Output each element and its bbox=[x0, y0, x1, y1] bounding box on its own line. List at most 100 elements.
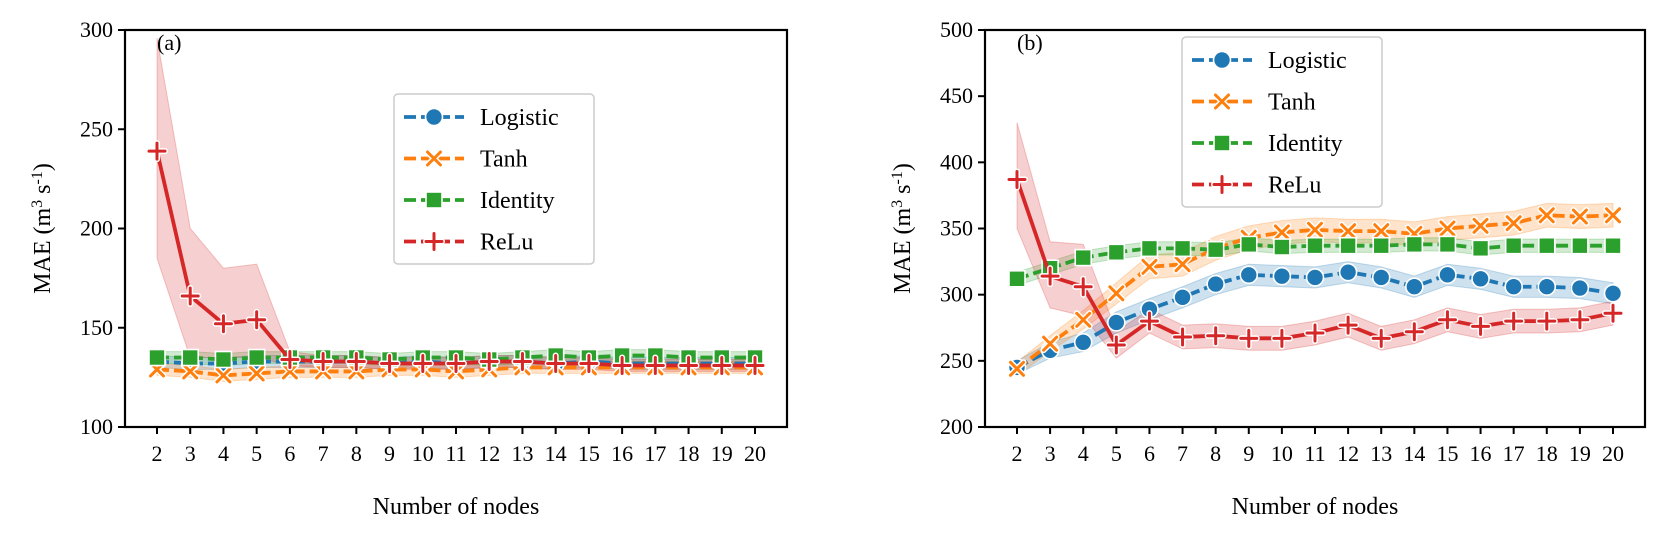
data-point-tanh-5 bbox=[247, 363, 267, 383]
legend-label-identity: Identity bbox=[480, 188, 555, 214]
legend-label-logistic: Logistic bbox=[480, 105, 559, 131]
data-point-relu-10 bbox=[411, 352, 434, 375]
legend-item-identity: Identity bbox=[404, 188, 555, 214]
y-axis-title-part: MAE (m bbox=[890, 208, 916, 294]
data-point-relu-17 bbox=[644, 354, 667, 377]
legend-label-tanh: Tanh bbox=[1268, 90, 1316, 116]
plot-area bbox=[1006, 122, 1624, 379]
x-tick-label: 10 bbox=[1271, 441, 1293, 466]
x-tick-label: 19 bbox=[711, 441, 733, 466]
x-tick-label: 8 bbox=[1210, 441, 1221, 466]
data-point-relu-6 bbox=[278, 348, 301, 371]
y-axis-title: MAE (m3 s-1) bbox=[29, 163, 57, 294]
marker-stroke bbox=[1273, 224, 1290, 241]
y-tick-label: 150 bbox=[80, 315, 113, 340]
x-tick-label: 15 bbox=[578, 441, 600, 466]
x-tick-label: 17 bbox=[1503, 441, 1525, 466]
data-point-relu-8 bbox=[345, 350, 368, 373]
marker-stroke bbox=[1571, 208, 1588, 225]
data-point-identity-18 bbox=[1537, 236, 1556, 255]
marker-stroke bbox=[1307, 221, 1323, 238]
x-tick-label: 11 bbox=[1304, 441, 1325, 466]
data-point-identity-2 bbox=[148, 348, 166, 367]
y-axis-title-part: ) bbox=[30, 163, 56, 171]
x-tick-label: 11 bbox=[445, 441, 466, 466]
data-point-identity-8 bbox=[1206, 240, 1225, 259]
x-tick-label: 12 bbox=[478, 441, 500, 466]
data-point-relu-12 bbox=[478, 350, 501, 373]
y-tick-label: 250 bbox=[940, 348, 973, 373]
legend-label-identity: Identity bbox=[1268, 131, 1343, 157]
data-point-relu-20 bbox=[1602, 302, 1624, 325]
x-tick-label: 9 bbox=[384, 441, 395, 466]
panel-label: (a) bbox=[157, 30, 181, 55]
data-point-relu-6 bbox=[1138, 310, 1161, 333]
y-axis-title: MAE (m3 s-1) bbox=[889, 163, 917, 294]
y-tick-label: 300 bbox=[80, 17, 113, 42]
x-tick-label: 18 bbox=[678, 441, 700, 466]
data-point-relu-10 bbox=[1270, 327, 1293, 350]
data-point-tanh-10 bbox=[1272, 222, 1292, 242]
legend-marker-relu bbox=[1211, 173, 1233, 196]
data-point-identity-3 bbox=[181, 348, 200, 367]
data-point-logistic-13 bbox=[1371, 268, 1391, 287]
legend-item-logistic: Logistic bbox=[404, 105, 559, 131]
data-point-relu-18 bbox=[677, 354, 700, 377]
data-point-identity-9 bbox=[1239, 235, 1258, 254]
marker-stroke bbox=[1340, 223, 1357, 240]
data-point-logistic-10 bbox=[1272, 266, 1292, 286]
data-point-tanh-6 bbox=[1139, 257, 1159, 277]
legend-item-logistic: Logistic bbox=[1192, 48, 1347, 74]
data-point-relu-13 bbox=[1370, 327, 1393, 350]
data-point-identity-20 bbox=[1604, 236, 1622, 255]
marker-stroke bbox=[281, 363, 298, 380]
data-point-identity-4 bbox=[1074, 248, 1093, 267]
legend-item-tanh: Tanh bbox=[1192, 90, 1316, 116]
marker-stroke bbox=[1505, 215, 1522, 232]
x-tick-label: 10 bbox=[412, 441, 434, 466]
data-point-tanh-3 bbox=[1040, 334, 1060, 354]
x-tick-label: 20 bbox=[1602, 441, 1624, 466]
data-point-relu-14 bbox=[544, 352, 567, 375]
y-tick-label: 200 bbox=[80, 216, 113, 241]
data-point-relu-4 bbox=[1072, 275, 1095, 298]
x-tick-label: 4 bbox=[1078, 441, 1089, 466]
data-point-relu-17 bbox=[1502, 310, 1525, 333]
plot-area bbox=[146, 37, 766, 385]
y-tick-label: 200 bbox=[940, 414, 973, 439]
legend-marker-identity bbox=[425, 191, 443, 209]
legend-label-relu: ReLu bbox=[1268, 173, 1321, 199]
legend-item-relu: ReLu bbox=[1192, 173, 1321, 199]
data-point-tanh-15 bbox=[1437, 219, 1457, 238]
y-axis-title-part: s bbox=[30, 184, 56, 199]
panel-label: (b) bbox=[1017, 30, 1043, 55]
data-point-relu-15 bbox=[577, 352, 600, 375]
data-point-tanh-12 bbox=[1338, 221, 1358, 241]
x-tick-label: 16 bbox=[1470, 441, 1492, 466]
x-tick-label: 20 bbox=[744, 441, 766, 466]
data-point-tanh-3 bbox=[180, 361, 200, 381]
data-point-relu-13 bbox=[511, 350, 534, 373]
confidence-band-relu bbox=[1016, 122, 1614, 359]
data-point-logistic-7 bbox=[1173, 288, 1192, 307]
marker-stroke bbox=[1605, 207, 1621, 224]
data-point-tanh-18 bbox=[1537, 205, 1557, 225]
legend-label-tanh: Tanh bbox=[480, 147, 528, 173]
marker-stroke bbox=[426, 150, 442, 167]
legend-item-tanh: Tanh bbox=[404, 147, 528, 173]
data-point-tanh-11 bbox=[1305, 220, 1325, 240]
marker-stroke bbox=[182, 363, 199, 380]
y-axis-title-superscript: -1 bbox=[889, 171, 906, 184]
data-point-tanh-13 bbox=[1371, 221, 1391, 241]
data-point-relu-11 bbox=[445, 352, 467, 375]
data-point-identity-10 bbox=[1273, 238, 1291, 256]
y-axis-title-superscript: 3 bbox=[29, 200, 46, 208]
data-point-identity-4 bbox=[214, 350, 233, 369]
data-point-relu-5 bbox=[245, 308, 268, 331]
y-tick-label: 100 bbox=[80, 414, 113, 439]
data-point-relu-2 bbox=[1006, 168, 1028, 191]
legend: Logistic Tanh Identity ReLu bbox=[393, 93, 595, 265]
data-point-relu-5 bbox=[1105, 333, 1128, 356]
